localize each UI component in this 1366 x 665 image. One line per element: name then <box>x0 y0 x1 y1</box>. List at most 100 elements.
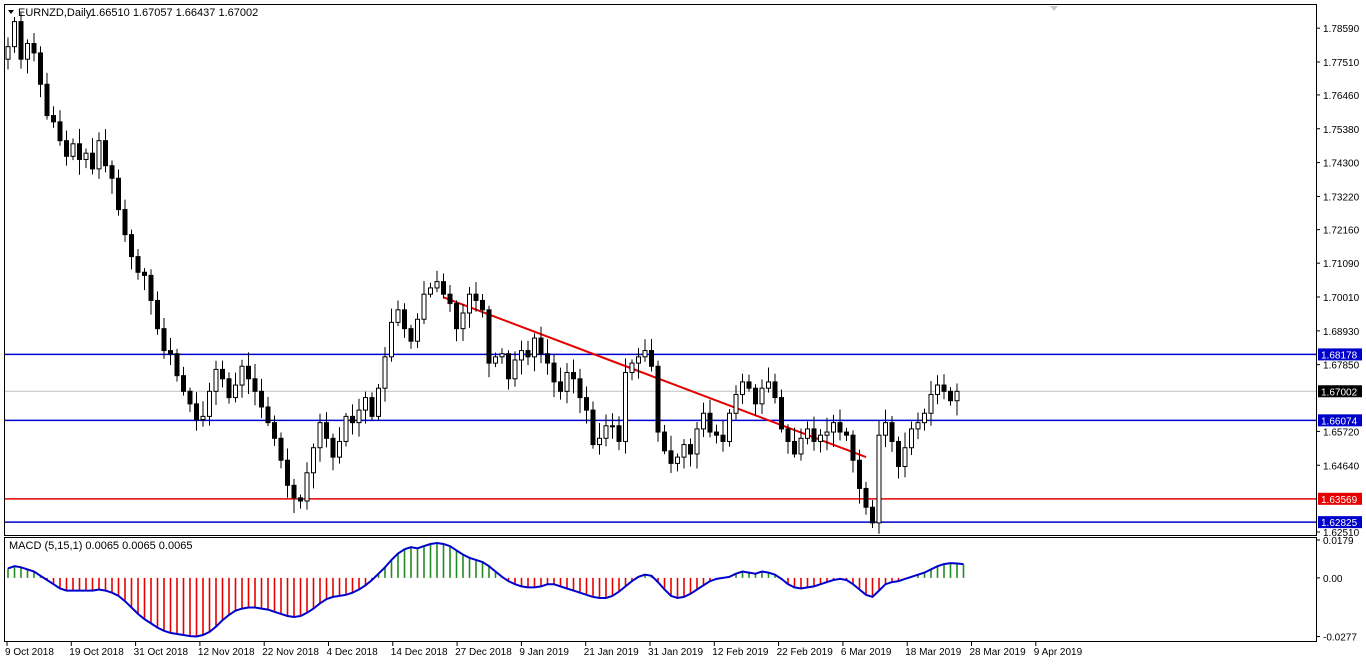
candlestick <box>753 384 758 417</box>
candle-body-bull <box>954 390 960 402</box>
candlestick <box>824 417 830 451</box>
candle-body-bear <box>252 378 258 392</box>
candlestick <box>876 420 882 534</box>
candlestick <box>779 389 784 433</box>
scroll-marker-icon[interactable] <box>1050 6 1058 11</box>
candlestick <box>226 372 232 404</box>
candle-body-bull <box>915 422 921 430</box>
candle-body-bear <box>486 309 492 364</box>
candlestick <box>655 360 661 442</box>
candle-body-bear <box>285 459 290 486</box>
candle-body-bull <box>694 428 700 455</box>
level-label-box <box>1318 516 1362 529</box>
candlestick <box>233 372 238 403</box>
candle-body-bear <box>688 444 693 455</box>
candlestick <box>395 300 401 327</box>
candlestick <box>220 360 225 388</box>
macd-signal-line <box>7 541 964 638</box>
candle-body-bear <box>272 422 277 439</box>
candlestick <box>382 346 388 402</box>
candle-body-bear <box>837 422 843 433</box>
candle-body-bull <box>701 412 706 430</box>
candlestick <box>337 427 342 464</box>
macd-tick-label: -0.0277 <box>1323 633 1357 644</box>
candle-body-bull <box>883 422 888 436</box>
candle-body-bear <box>577 378 583 399</box>
candle-body-bear <box>714 431 719 436</box>
candle-body-bear <box>129 234 134 258</box>
candlestick <box>96 132 102 179</box>
candle-body-bear <box>90 152 95 170</box>
candle-body-bear <box>857 459 862 489</box>
candlestick <box>941 374 947 400</box>
candle-body-bear <box>844 431 849 436</box>
candle-body-bull <box>733 393 739 414</box>
date-tick-label: 9 Apr 2019 <box>1034 647 1083 658</box>
candlestick <box>129 229 134 270</box>
date-tick-label: 22 Nov 2018 <box>262 647 319 658</box>
candlestick <box>616 416 622 451</box>
date-tick-label: 28 Mar 2019 <box>970 647 1027 658</box>
candle-body-bull <box>610 425 615 428</box>
candlestick <box>408 324 414 349</box>
price-tick-label: 1.72160 <box>1323 226 1360 237</box>
dropdown-arrow-icon[interactable] <box>8 10 14 14</box>
candle-body-bull <box>356 409 362 424</box>
candle-body-bull <box>5 46 11 60</box>
candlestick <box>506 350 511 390</box>
candle-body-bear <box>187 390 193 405</box>
level-label: 1.66074 <box>1321 416 1358 427</box>
candle-body-bull <box>740 381 745 395</box>
candle-body-bull <box>642 350 648 358</box>
candle-body-bull <box>434 281 440 289</box>
candle-body-bull <box>675 456 680 464</box>
candlestick <box>909 421 914 456</box>
candlestick <box>434 270 440 293</box>
current-price-label-box <box>1318 385 1362 398</box>
candlestick <box>662 424 667 455</box>
candle-body-bear <box>278 437 284 461</box>
candlestick <box>174 348 180 382</box>
candlestick <box>701 402 706 438</box>
candle-body-bull <box>25 43 30 60</box>
candle-body-bear <box>889 422 895 442</box>
candlestick <box>792 427 797 458</box>
candle-body-bull <box>317 422 323 449</box>
candle-body-bear <box>259 390 264 408</box>
candlestick <box>194 392 199 431</box>
candlestick <box>714 424 719 444</box>
candlestick <box>831 414 836 448</box>
candle-body-bear <box>109 165 115 179</box>
candle-body-bear <box>772 381 778 399</box>
candlestick <box>707 399 713 438</box>
candlestick <box>889 416 895 452</box>
candlestick <box>519 340 524 375</box>
candlestick <box>402 303 407 338</box>
candle-body-bear <box>941 384 947 392</box>
candlestick <box>629 359 635 381</box>
level-label-box <box>1318 492 1362 505</box>
candle-body-bear <box>148 274 154 301</box>
candlestick <box>694 421 700 469</box>
candle-body-bear <box>779 397 784 430</box>
candlestick <box>772 373 778 404</box>
candlestick <box>213 360 219 405</box>
candlestick <box>883 409 888 448</box>
candlestick <box>727 409 732 447</box>
candle-body-bull <box>727 412 732 442</box>
date-tick-label: 6 Mar 2019 <box>841 647 892 658</box>
level-label: 1.68178 <box>1321 350 1358 361</box>
candlestick <box>473 282 479 312</box>
candle-body-bear <box>181 375 186 392</box>
candlestick <box>844 427 849 441</box>
candlestick <box>148 269 154 315</box>
candle-body-bull <box>337 440 342 458</box>
level-label-box <box>1318 414 1362 427</box>
candle-body-bear <box>551 362 557 383</box>
candlestick <box>285 448 290 498</box>
candlestick <box>720 420 726 452</box>
candle-body-bull <box>922 412 927 424</box>
candle-body-bear <box>811 428 817 442</box>
candle-body-bull <box>213 368 219 392</box>
symbol-label: EURNZD,Daily <box>18 7 92 19</box>
